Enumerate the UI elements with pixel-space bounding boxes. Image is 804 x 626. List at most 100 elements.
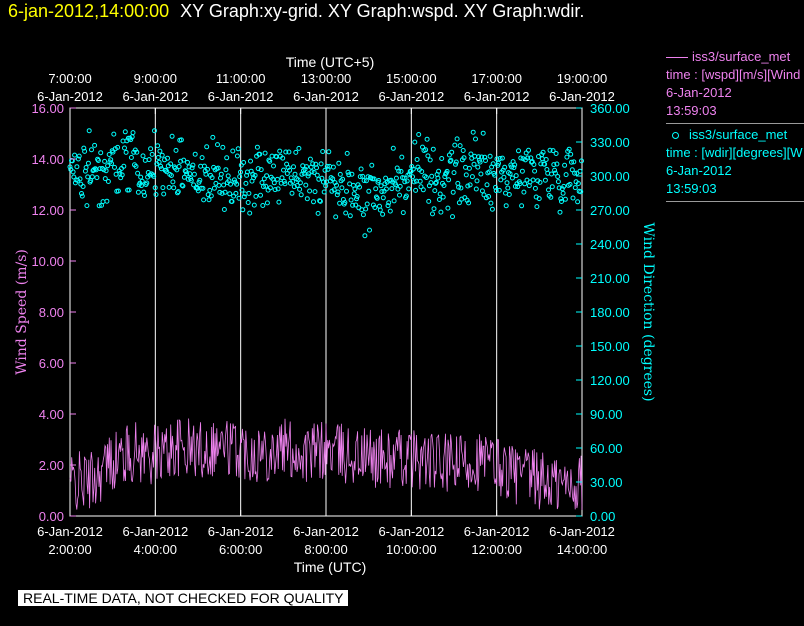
x-axis-title: Time (UTC)	[294, 559, 367, 575]
wind-direction-point	[542, 161, 548, 167]
wind-direction-point	[567, 181, 573, 187]
wind-direction-point	[152, 128, 157, 134]
wind-direction-point	[109, 161, 114, 166]
wind-direction-point	[521, 189, 527, 195]
x-bottom-tick-date: 6-Jan-2012	[208, 524, 274, 539]
wind-direction-point	[411, 179, 417, 185]
wind-direction-point	[205, 166, 210, 172]
wind-direction-point	[253, 193, 259, 199]
wind-direction-point	[138, 174, 144, 180]
wind-direction-point	[526, 147, 531, 153]
wind-direction-point	[275, 186, 281, 192]
wind-direction-point	[469, 174, 475, 180]
wind-direction-point	[396, 168, 402, 174]
y-right-tick-label: 60.00	[590, 441, 623, 456]
wind-direction-point	[220, 144, 226, 150]
wind-direction-point	[531, 162, 537, 167]
wind-direction-point	[320, 149, 326, 154]
x-top-tick-time: 9:00:00	[134, 71, 177, 86]
y-right-tick-label: 300.00	[590, 169, 630, 184]
wind-direction-point	[158, 163, 164, 169]
wind-direction-point	[402, 179, 408, 185]
wind-direction-point	[318, 161, 324, 167]
wind-direction-point	[453, 161, 458, 167]
wind-direction-point	[208, 193, 214, 199]
wind-direction-point	[477, 159, 483, 165]
wind-direction-point	[351, 191, 357, 197]
wind-direction-point	[403, 193, 409, 199]
wind-direction-point	[234, 181, 240, 187]
wind-direction-point	[227, 191, 233, 197]
y-axis-left-title: Wind Speed (m/s)	[14, 249, 30, 375]
wind-direction-point	[84, 203, 90, 209]
y-right-tick-label: 0.00	[590, 509, 615, 524]
wind-direction-point	[321, 189, 327, 195]
wind-direction-point	[397, 192, 402, 198]
wind-direction-point	[166, 184, 172, 190]
wind-direction-point	[230, 148, 236, 154]
wind-direction-point	[525, 155, 531, 161]
wind-direction-point	[134, 149, 140, 155]
wind-direction-point	[165, 155, 170, 161]
wind-direction-point	[260, 203, 266, 208]
legend: iss3/surface_met time : [wspd][m/s][Wind…	[666, 48, 804, 204]
wind-direction-point	[204, 144, 210, 150]
wind-direction-point	[281, 178, 287, 184]
wind-direction-point	[181, 157, 187, 163]
wind-direction-point	[277, 148, 283, 154]
wind-direction-point	[334, 182, 339, 188]
wind-direction-point	[304, 196, 310, 202]
wind-direction-point	[294, 183, 300, 188]
legend-wspd-field: time : [wspd][m/s][Wind	[666, 67, 801, 82]
wind-direction-point	[210, 134, 216, 140]
wind-direction-point	[479, 188, 485, 194]
wind-direction-point	[241, 194, 247, 200]
wind-direction-point	[416, 132, 422, 137]
wind-direction-point	[560, 190, 566, 196]
wind-direction-point	[281, 167, 286, 173]
wind-direction-point	[112, 164, 117, 170]
wind-direction-point	[519, 168, 525, 174]
wind-direction-point	[371, 176, 377, 182]
wind-direction-point	[219, 190, 225, 196]
wind-direction-point	[191, 171, 197, 177]
legend-entry-wdir[interactable]: iss3/surface_met time : [wdir][degrees][…	[666, 126, 804, 202]
x-top-tick-date: 6-Jan-2012	[37, 89, 103, 104]
y-right-tick-label: 180.00	[590, 305, 630, 320]
wind-direction-point	[504, 180, 510, 186]
circle-icon	[672, 132, 679, 140]
y-left-tick-label: 14.00	[31, 152, 64, 167]
wind-direction-point	[326, 149, 332, 155]
wind-direction-point	[274, 176, 280, 182]
wind-direction-point	[284, 171, 290, 176]
wind-speed-series	[69, 418, 583, 511]
wind-direction-point	[406, 186, 412, 192]
wind-direction-point	[178, 137, 184, 143]
wind-direction-point	[121, 163, 127, 169]
wind-direction-point	[211, 185, 217, 191]
wind-direction-point	[493, 184, 498, 190]
wind-direction-point	[505, 185, 511, 191]
wind-direction-point	[426, 198, 432, 204]
wind-direction-point	[173, 147, 179, 153]
wind-direction-point	[420, 187, 426, 193]
wind-direction-point	[164, 169, 170, 175]
wind-direction-point	[532, 168, 538, 174]
wind-direction-point	[240, 207, 246, 213]
wind-direction-point	[283, 149, 289, 155]
wind-direction-point	[77, 176, 83, 182]
wind-direction-point	[298, 192, 304, 198]
wind-direction-point	[305, 173, 311, 179]
wind-direction-point	[495, 162, 501, 168]
wind-direction-point	[279, 175, 285, 181]
wind-direction-point	[472, 153, 478, 159]
wind-direction-point	[551, 162, 557, 168]
wind-direction-point	[398, 168, 404, 174]
wind-direction-point	[200, 185, 206, 191]
legend-entry-wspd[interactable]: iss3/surface_met time : [wspd][m/s][Wind…	[666, 48, 804, 124]
legend-wdir-date: 6-Jan-2012	[666, 163, 732, 178]
wind-direction-point	[135, 170, 141, 176]
wind-direction-point	[115, 144, 121, 150]
wind-direction-point	[467, 182, 473, 188]
legend-wdir-name: iss3/surface_met	[689, 127, 788, 142]
